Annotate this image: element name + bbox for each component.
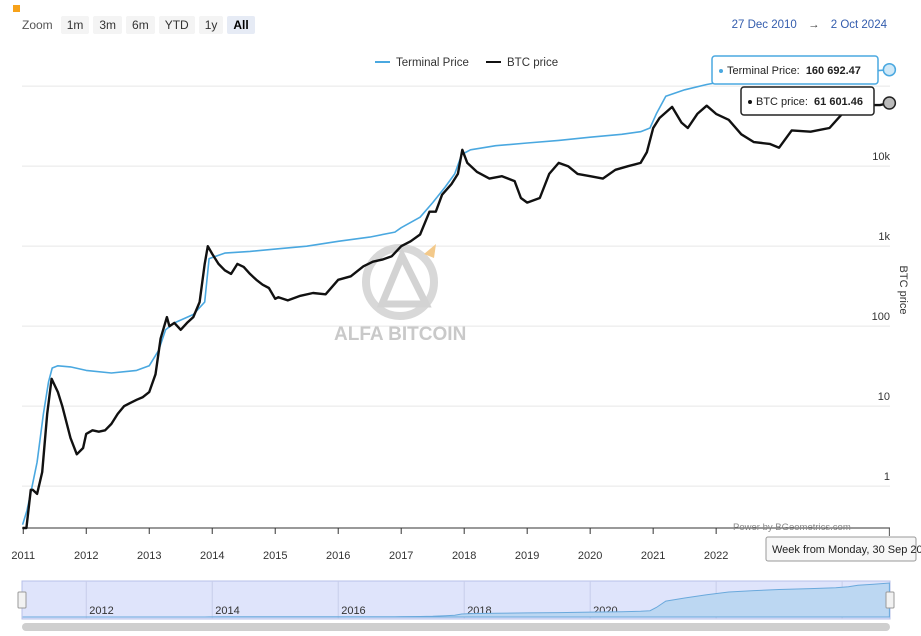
zoom-bar: Zoom 1m 3m 6m YTD 1y All bbox=[22, 16, 255, 34]
navigator-tick-label: 2016 bbox=[341, 605, 365, 617]
zoom-6m-button[interactable]: 6m bbox=[126, 16, 155, 34]
zoom-1y-button[interactable]: 1y bbox=[198, 16, 224, 34]
tooltip-btc-price: BTC price: 61 601.46 bbox=[740, 86, 875, 116]
tooltip-btc-value: 61 601.46 bbox=[814, 96, 863, 108]
navigator-scrollbar[interactable] bbox=[22, 623, 890, 631]
zoom-label: Zoom bbox=[22, 18, 53, 32]
x-tick-label: 2022 bbox=[704, 550, 728, 562]
tooltip-btc-label: BTC price: bbox=[756, 96, 808, 108]
legend-btc-label[interactable]: BTC price bbox=[507, 57, 558, 69]
y-tick-label: 1 bbox=[884, 471, 890, 483]
y-axis-title: BTC price bbox=[897, 266, 909, 315]
series-group bbox=[21, 62, 897, 530]
zoom-1m-button[interactable]: 1m bbox=[60, 16, 90, 34]
x-axis: 2011 2012 2013 2014 2015 2016 2017 2018 2019 2020… bbox=[11, 527, 890, 562]
legend: Terminal Price BTC price bbox=[375, 57, 558, 69]
date-range-from[interactable]: 27 Dec 2010 bbox=[731, 19, 797, 31]
date-range-to[interactable]: 2 Oct 2024 bbox=[830, 19, 887, 31]
terminal-price-marker[interactable] bbox=[882, 62, 897, 77]
y-axis: 1 10 100 1k 10k bbox=[872, 151, 891, 483]
navigator[interactable]: 2012201420162018202020222024 bbox=[17, 580, 895, 631]
svg-text:BTC price: 61 601.46: BTC price: 61 601.46 bbox=[756, 96, 863, 108]
tooltip-date: Week from Monday, 30 Sep 2024 bbox=[765, 536, 921, 562]
btc-price-marker[interactable] bbox=[882, 96, 897, 110]
x-tick-label: 2021 bbox=[641, 550, 665, 562]
terminal-price-line[interactable] bbox=[21, 68, 890, 525]
corner-marker bbox=[13, 5, 20, 12]
btc-price-line[interactable] bbox=[22, 99, 890, 530]
watermark-text: ALFA BITCOIN bbox=[334, 324, 466, 345]
tooltip-terminal-price: Terminal Price: 160 692.47 bbox=[711, 55, 879, 85]
navigator-tick-label: 2014 bbox=[215, 605, 239, 617]
tooltip-terminal-label: Terminal Price: bbox=[727, 65, 800, 77]
zoom-3m-button[interactable]: 3m bbox=[93, 16, 123, 34]
y-tick-label: 1k bbox=[878, 231, 890, 243]
legend-terminal-label[interactable]: Terminal Price bbox=[396, 57, 469, 69]
watermark: ALFA BITCOIN bbox=[334, 244, 466, 345]
x-tick-label: 2018 bbox=[452, 550, 476, 562]
x-tick-label: 2012 bbox=[74, 550, 98, 562]
grid bbox=[22, 85, 890, 487]
x-tick-label: 2019 bbox=[515, 550, 539, 562]
x-tick-label: 2020 bbox=[578, 550, 602, 562]
navigator-series bbox=[22, 582, 890, 618]
watermark-arrow-icon bbox=[424, 244, 436, 258]
x-tick-label: 2016 bbox=[326, 550, 350, 562]
date-range-arrow: → bbox=[808, 19, 820, 31]
x-tick-label: 2015 bbox=[263, 550, 287, 562]
chart-credit[interactable]: Power by BGeometrics.com bbox=[733, 522, 851, 533]
tooltip-terminal-value: 160 692.47 bbox=[806, 65, 861, 77]
y-tick-label: 10 bbox=[878, 391, 890, 403]
date-range: 27 Dec 2010 → 2 Oct 2024 bbox=[732, 19, 887, 31]
tooltip-date-text: Week from Monday, 30 Sep 2024 bbox=[772, 544, 921, 556]
y-tick-label: 100 bbox=[872, 311, 890, 323]
navigator-left-handle[interactable] bbox=[17, 591, 27, 609]
zoom-all-button[interactable]: All bbox=[227, 16, 255, 34]
svg-text:Terminal Price: 160 692.: Terminal Price: 160 692.47 bbox=[727, 65, 861, 77]
x-tick-label: 2011 bbox=[11, 550, 35, 562]
y-tick-label: 10k bbox=[872, 151, 890, 163]
watermark-a-shape bbox=[376, 247, 432, 308]
x-tick-label: 2017 bbox=[389, 550, 413, 562]
x-tick-label: 2014 bbox=[200, 550, 224, 562]
navigator-tick-label: 2012 bbox=[89, 605, 113, 617]
zoom-ytd-button[interactable]: YTD bbox=[158, 16, 195, 34]
navigator-right-handle[interactable] bbox=[885, 591, 895, 609]
x-tick-label: 2013 bbox=[137, 550, 161, 562]
